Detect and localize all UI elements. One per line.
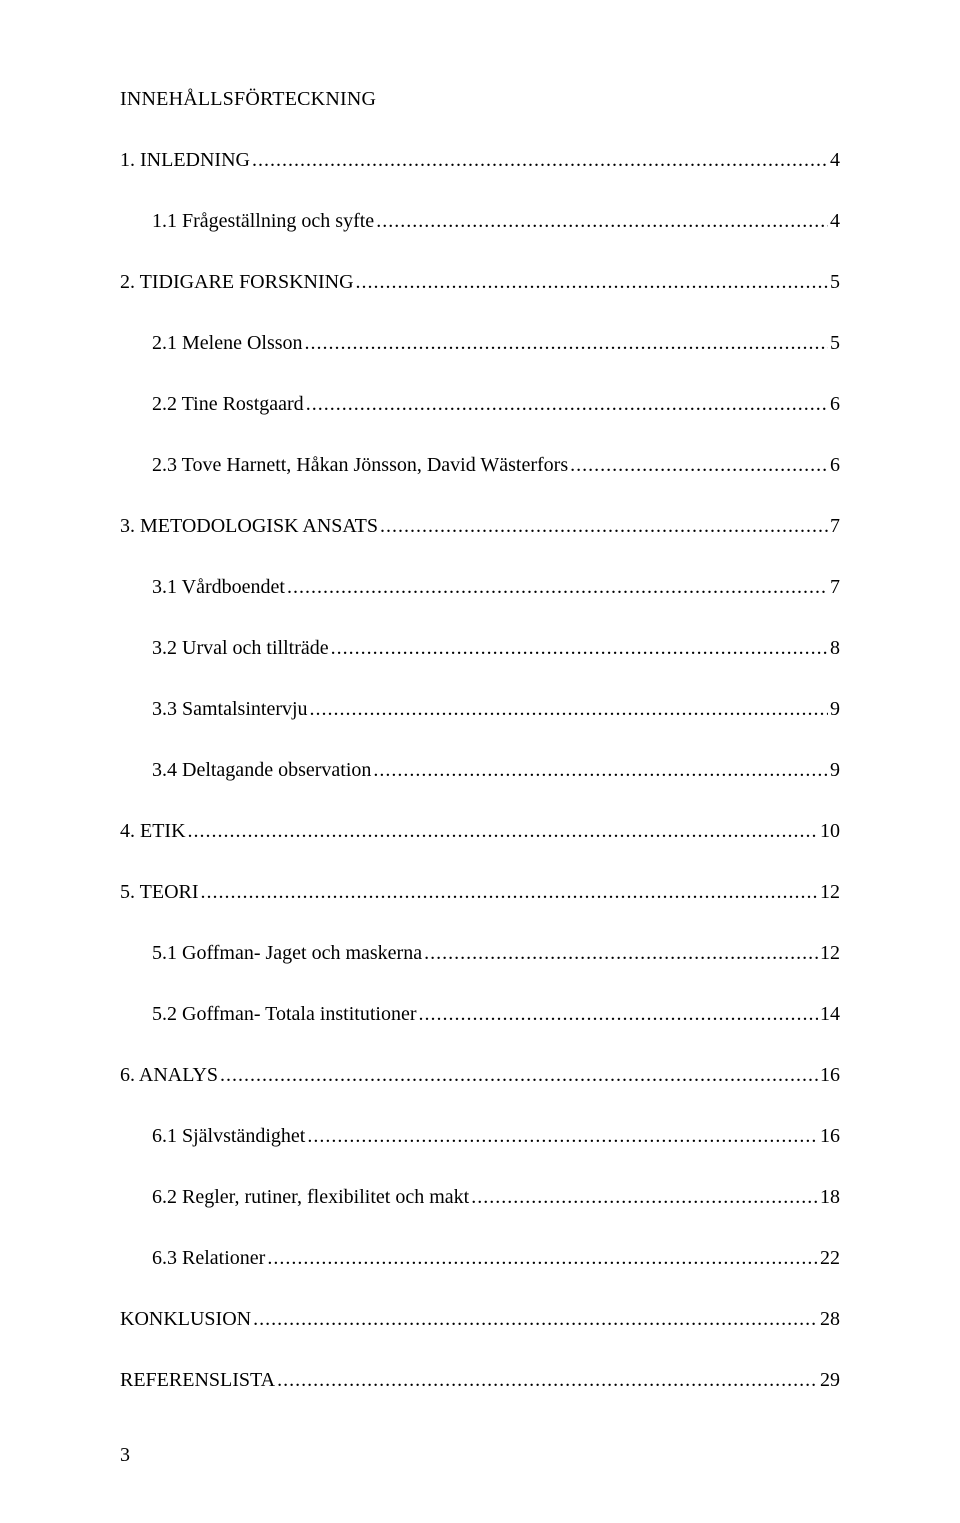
toc-entry: REFERENSLISTA 29 <box>120 1369 840 1392</box>
toc-entry-label: 6.2 Regler, rutiner, flexibilitet och ma… <box>152 1186 469 1209</box>
toc-entry-label: 5. TEORI <box>120 881 199 904</box>
page: INNEHÅLLSFÖRTECKNING 1. INLEDNING41.1 Fr… <box>0 0 960 1523</box>
toc-dot-leader <box>416 1003 818 1026</box>
toc-list: 1. INLEDNING41.1 Frågeställning och syft… <box>120 149 840 1392</box>
toc-entry-page: 16 <box>818 1064 840 1087</box>
toc-entry-label: 3.2 Urval och tillträde <box>152 637 329 660</box>
toc-dot-leader <box>374 210 828 233</box>
toc-entry-label: 3.3 Samtalsintervju <box>152 698 308 721</box>
toc-dot-leader <box>371 759 828 782</box>
toc-dot-leader <box>304 393 828 416</box>
toc-entry-page: 9 <box>828 698 840 721</box>
toc-entry-label: 2.3 Tove Harnett, Håkan Jönsson, David W… <box>152 454 568 477</box>
toc-entry-page: 8 <box>828 637 840 660</box>
toc-entry: 2. TIDIGARE FORSKNING 5 <box>120 271 840 294</box>
toc-dot-leader <box>308 698 828 721</box>
toc-entry: 6. ANALYS 16 <box>120 1064 840 1087</box>
toc-dot-leader <box>305 1125 818 1148</box>
toc-dot-leader <box>422 942 818 965</box>
toc-dot-leader <box>378 515 828 538</box>
toc-entry-label: 1. INLEDNING <box>120 149 250 172</box>
toc-entry-label: 2.2 Tine Rostgaard <box>152 393 304 416</box>
toc-entry-label: 2.1 Melene Olsson <box>152 332 303 355</box>
toc-entry-label: KONKLUSION <box>120 1308 251 1331</box>
toc-dot-leader <box>275 1369 818 1392</box>
toc-entry: 3.1 Vårdboendet 7 <box>120 576 840 599</box>
toc-entry-label: REFERENSLISTA <box>120 1369 275 1392</box>
toc-entry-label: 5.2 Goffman- Totala institutioner <box>152 1003 416 1026</box>
toc-dot-leader <box>199 881 818 904</box>
toc-entry: 3.3 Samtalsintervju 9 <box>120 698 840 721</box>
toc-dot-leader <box>469 1186 818 1209</box>
toc-entry: 3.4 Deltagande observation 9 <box>120 759 840 782</box>
toc-entry-page: 7 <box>828 576 840 599</box>
toc-dot-leader <box>251 1308 818 1331</box>
toc-entry-label: 3.1 Vårdboendet <box>152 576 285 599</box>
toc-entry-page: 14 <box>818 1003 840 1026</box>
toc-entry-page: 16 <box>818 1125 840 1148</box>
toc-entry-page: 18 <box>818 1186 840 1209</box>
toc-entry: 5. TEORI 12 <box>120 881 840 904</box>
toc-entry-label: 3. METODOLOGISK ANSATS <box>120 515 378 538</box>
toc-entry-page: 10 <box>818 820 840 843</box>
toc-dot-leader <box>568 454 828 477</box>
toc-entry-label: 4. ETIK <box>120 820 186 843</box>
toc-entry-label: 6.1 Självständighet <box>152 1125 305 1148</box>
toc-entry: 4. ETIK 10 <box>120 820 840 843</box>
toc-dot-leader <box>218 1064 818 1087</box>
toc-entry-page: 6 <box>828 454 840 477</box>
toc-entry: 1.1 Frågeställning och syfte 4 <box>120 210 840 233</box>
toc-entry: 3. METODOLOGISK ANSATS 7 <box>120 515 840 538</box>
page-number: 3 <box>120 1444 130 1467</box>
toc-entry-label: 5.1 Goffman- Jaget och maskerna <box>152 942 422 965</box>
toc-title: INNEHÅLLSFÖRTECKNING <box>120 88 840 111</box>
toc-entry-page: 29 <box>818 1369 840 1392</box>
toc-entry: KONKLUSION 28 <box>120 1308 840 1331</box>
toc-entry-label: 6.3 Relationer <box>152 1247 265 1270</box>
toc-entry: 1. INLEDNING 4 <box>120 149 840 172</box>
toc-entry-page: 4 <box>828 149 840 172</box>
toc-dot-leader <box>354 271 828 294</box>
toc-dot-leader <box>265 1247 818 1270</box>
toc-entry-page: 12 <box>818 881 840 904</box>
toc-entry: 6.2 Regler, rutiner, flexibilitet och ma… <box>120 1186 840 1209</box>
toc-entry: 2.1 Melene Olsson 5 <box>120 332 840 355</box>
toc-entry: 6.3 Relationer 22 <box>120 1247 840 1270</box>
toc-entry: 5.2 Goffman- Totala institutioner 14 <box>120 1003 840 1026</box>
toc-entry-page: 5 <box>828 271 840 294</box>
toc-dot-leader <box>285 576 828 599</box>
toc-entry: 6.1 Självständighet 16 <box>120 1125 840 1148</box>
toc-entry-page: 6 <box>828 393 840 416</box>
toc-dot-leader <box>329 637 828 660</box>
toc-dot-leader <box>186 820 818 843</box>
toc-entry-page: 9 <box>828 759 840 782</box>
toc-entry-page: 7 <box>828 515 840 538</box>
toc-entry-label: 6. ANALYS <box>120 1064 218 1087</box>
toc-dot-leader <box>303 332 828 355</box>
toc-entry-label: 3.4 Deltagande observation <box>152 759 371 782</box>
toc-entry: 3.2 Urval och tillträde 8 <box>120 637 840 660</box>
toc-entry: 5.1 Goffman- Jaget och maskerna 12 <box>120 942 840 965</box>
toc-entry-page: 5 <box>828 332 840 355</box>
toc-entry-label: 2. TIDIGARE FORSKNING <box>120 271 354 294</box>
toc-entry-label: 1.1 Frågeställning och syfte <box>152 210 374 233</box>
toc-entry-page: 22 <box>818 1247 840 1270</box>
toc-dot-leader <box>250 149 828 172</box>
toc-entry-page: 12 <box>818 942 840 965</box>
toc-entry: 2.3 Tove Harnett, Håkan Jönsson, David W… <box>120 454 840 477</box>
toc-entry-page: 28 <box>818 1308 840 1331</box>
toc-entry: 2.2 Tine Rostgaard 6 <box>120 393 840 416</box>
toc-entry-page: 4 <box>828 210 840 233</box>
